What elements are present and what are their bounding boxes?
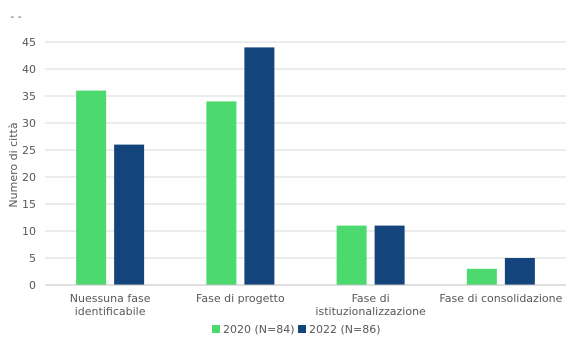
legend-swatch-0	[212, 325, 220, 333]
bar-2022-cat-1	[244, 47, 275, 286]
bar-2022-cat-2	[374, 225, 405, 285]
legend-label-0: 2020 (N=84)	[223, 323, 295, 336]
legend: 2020 (N=84) 2022 (N=86)	[212, 323, 381, 336]
bar-2020-cat-0	[76, 90, 107, 285]
y-tick-label: 0	[29, 279, 36, 292]
y-axis-top-tick-label: - -	[10, 10, 21, 23]
y-tick-label: 15	[22, 198, 36, 211]
x-category-label: Nuessuna fase identificabile	[70, 292, 151, 318]
y-tick-label: 40	[22, 63, 36, 76]
y-tick-label: 45	[22, 36, 36, 49]
x-axis-category-labels: Nuessuna fase identificabile Fase di proge…	[70, 292, 563, 318]
y-axis-label: Numero di città	[7, 122, 20, 207]
x-category-label-line: identificabile	[75, 305, 146, 318]
x-category-label: Fase di consolidazione	[439, 292, 562, 305]
y-tick-label: 30	[22, 117, 36, 130]
bar-2020-cat-1	[206, 101, 237, 286]
y-axis-ticks: 0 5 10 15 20 25 30 35 40 45	[22, 36, 36, 292]
bar-2022-cat-0	[114, 144, 145, 285]
bar-2020-cat-3	[466, 268, 497, 285]
x-category-label-line: Nuessuna fase	[70, 292, 151, 305]
x-category-label-line: Fase di	[352, 292, 390, 305]
y-tick-label: 35	[22, 90, 36, 103]
y-tick-label: 25	[22, 144, 36, 157]
bar-2022-cat-3	[504, 258, 535, 285]
legend-swatch-1	[298, 325, 306, 333]
bar-2020-cat-2	[336, 225, 367, 285]
y-tick-label: 5	[29, 252, 36, 265]
x-category-label-line: Fase di progetto	[196, 292, 285, 305]
x-category-label-line: istituzionalizzazione	[315, 305, 426, 318]
x-category-label: Fase di istituzionalizzazione	[315, 292, 426, 318]
x-category-label-line: Fase di consolidazione	[439, 292, 562, 305]
y-tick-label: 10	[22, 225, 36, 238]
bars	[76, 47, 535, 286]
x-category-label: Fase di progetto	[196, 292, 285, 305]
legend-label-1: 2022 (N=86)	[309, 323, 381, 336]
y-tick-label: 20	[22, 171, 36, 184]
